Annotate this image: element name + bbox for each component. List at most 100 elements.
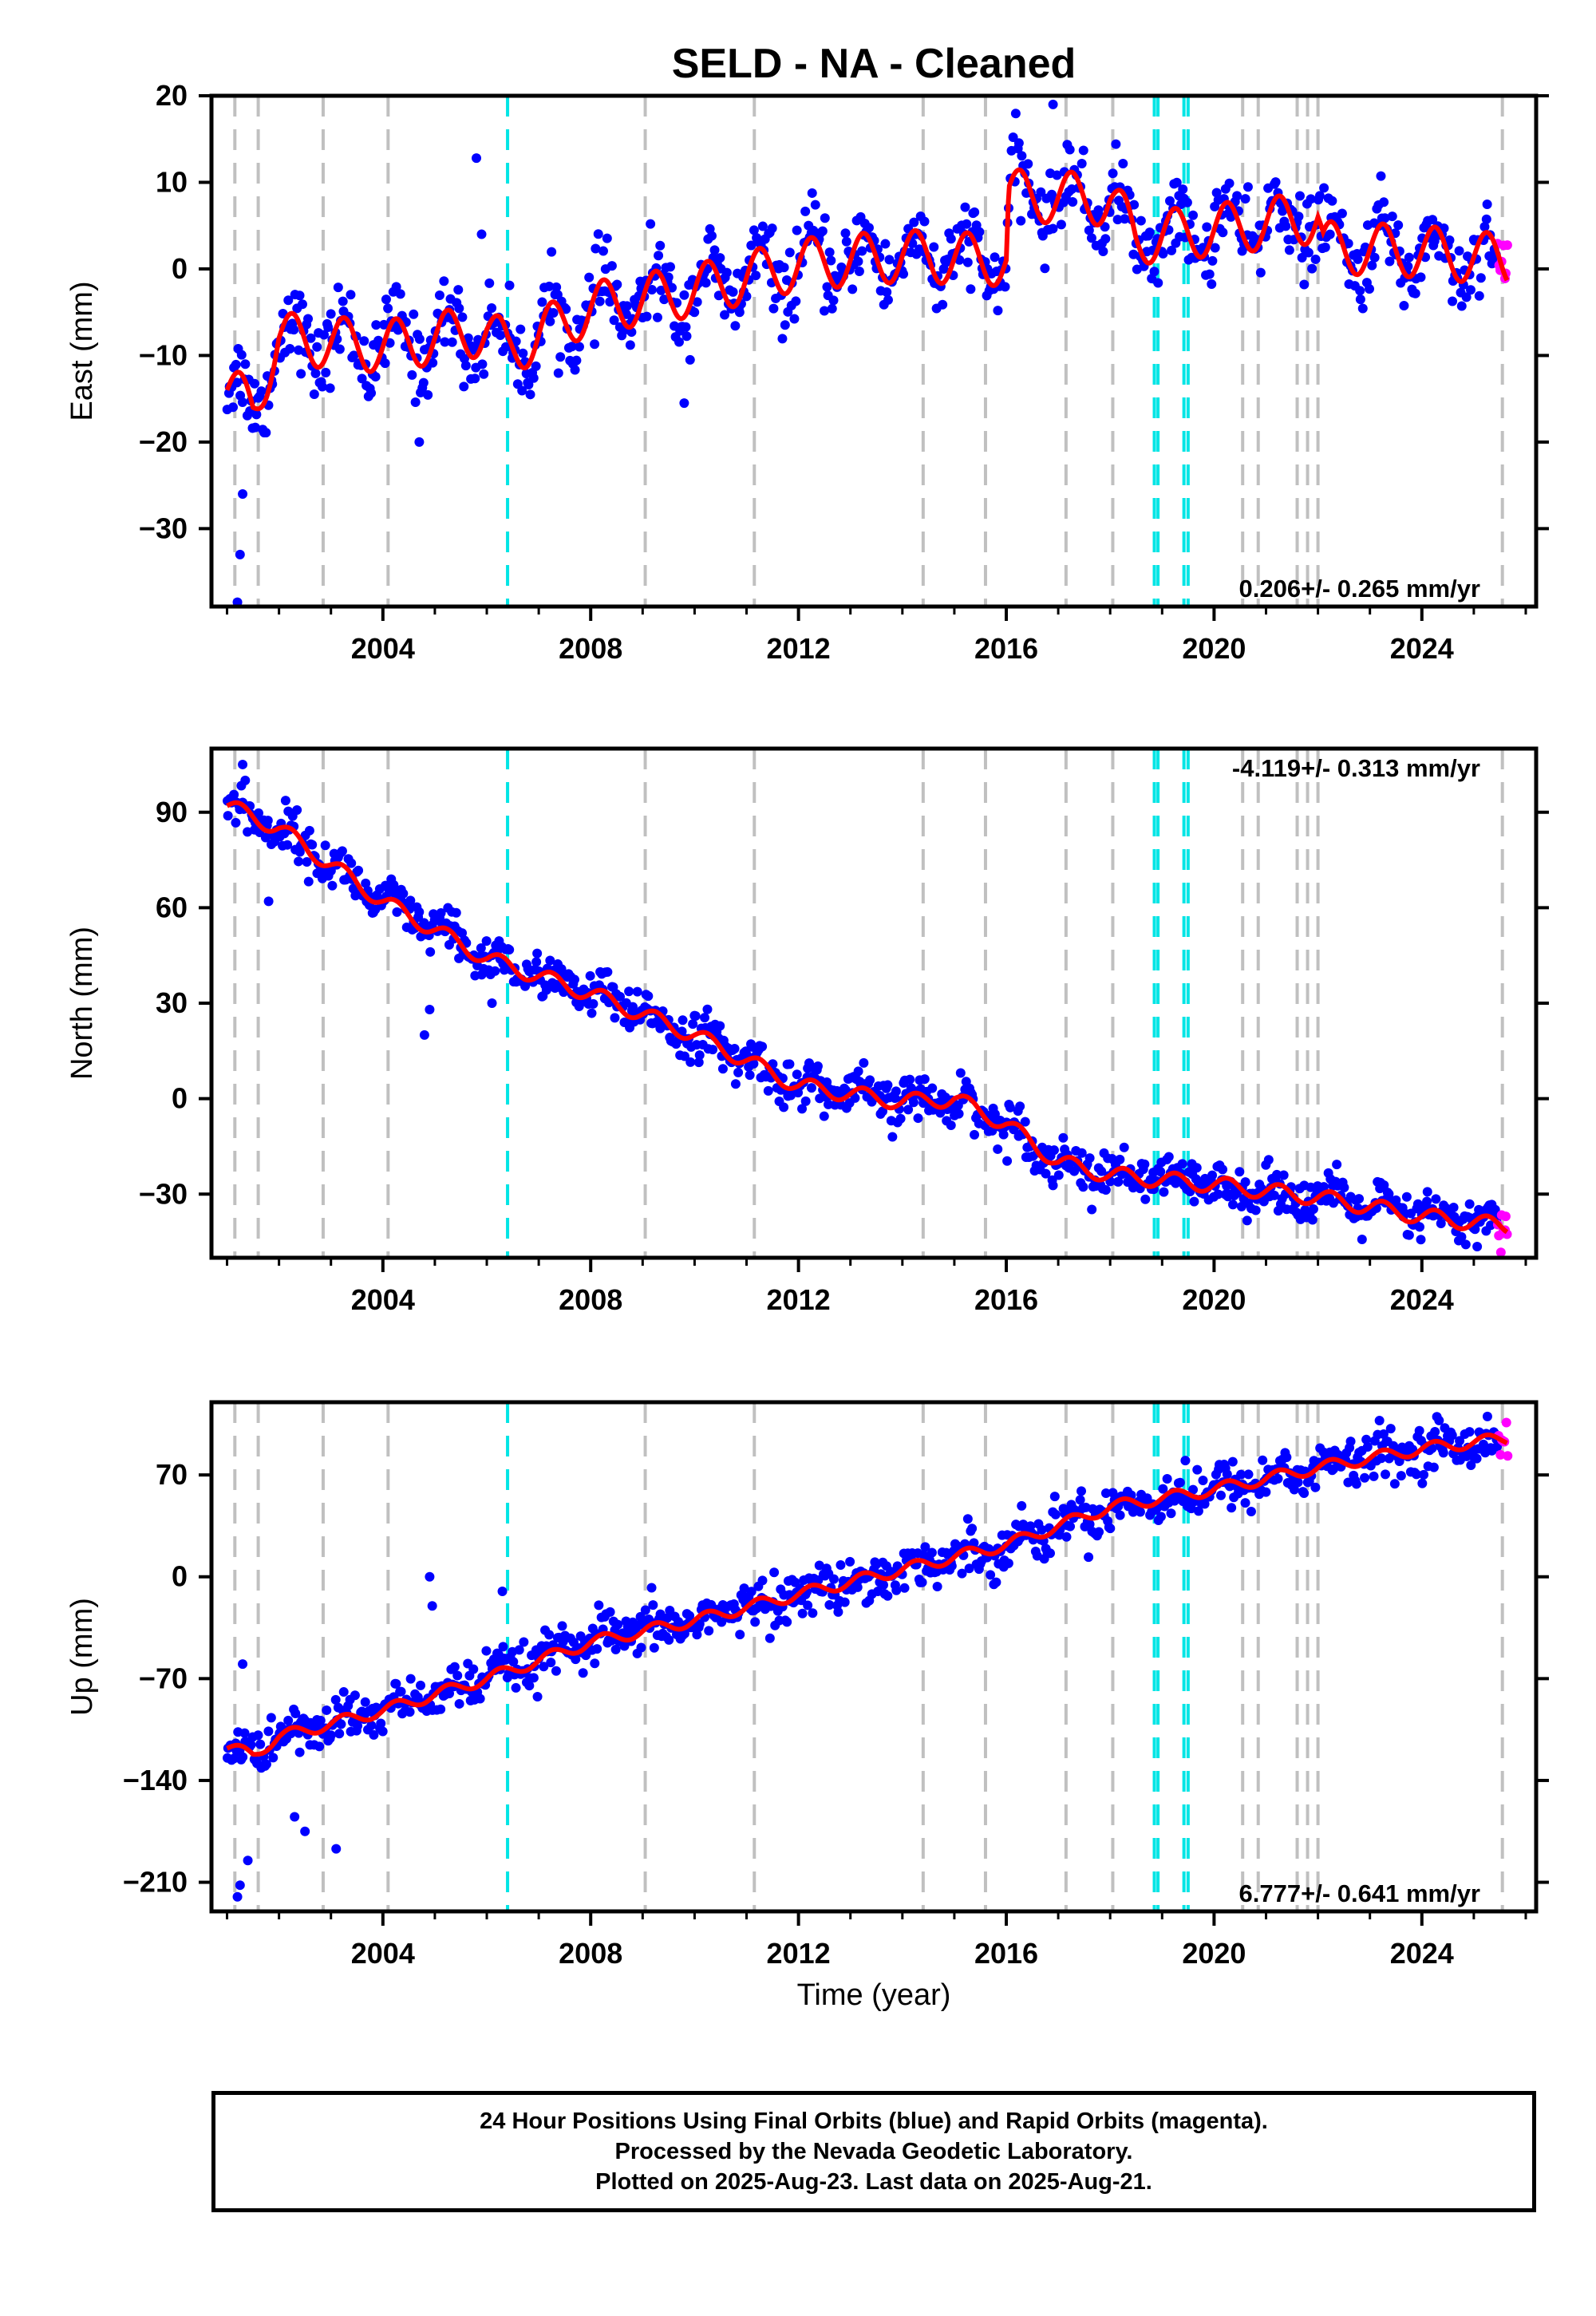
final-orbit-point — [1198, 1475, 1208, 1485]
final-orbit-point — [322, 1705, 332, 1715]
final-orbit-point — [1177, 1159, 1187, 1169]
final-orbit-point — [1040, 263, 1050, 274]
final-orbit-point — [240, 359, 251, 370]
final-orbit-point — [767, 223, 777, 234]
final-orbit-point — [895, 1113, 906, 1124]
plot-frame — [209, 1400, 1539, 1914]
final-orbit-point — [1444, 235, 1455, 246]
x-tick-label: 2020 — [1182, 632, 1246, 665]
final-orbit-point — [1384, 1188, 1394, 1199]
final-orbit-point — [1077, 1148, 1087, 1158]
final-orbit-point — [746, 240, 757, 251]
final-orbit-point — [594, 1600, 604, 1611]
final-orbit-point — [255, 1739, 266, 1749]
final-orbit-point — [1355, 294, 1365, 305]
x-axis-label: Time (year) — [797, 1978, 951, 2012]
model-fit-line — [224, 167, 1510, 412]
final-orbit-point — [460, 361, 471, 371]
final-orbit-point — [391, 282, 401, 292]
final-orbit-point — [1056, 219, 1066, 230]
final-orbit-point — [1379, 197, 1389, 207]
final-orbit-point — [1337, 208, 1347, 219]
x-tick-label: 2024 — [1390, 632, 1454, 665]
final-orbit-point — [350, 1690, 360, 1701]
final-orbit-point — [310, 368, 321, 378]
final-orbit-point — [1115, 1510, 1125, 1520]
final-orbit-point — [1456, 1231, 1467, 1242]
final-orbit-point — [1105, 1524, 1116, 1534]
final-orbit-point — [360, 1697, 370, 1707]
final-orbit-point — [1207, 279, 1217, 289]
final-orbit-point — [389, 879, 399, 890]
final-orbit-point — [932, 1581, 942, 1591]
final-orbit-point — [692, 297, 702, 307]
final-orbit-point — [642, 311, 652, 322]
final-orbit-point — [847, 284, 858, 294]
final-orbit-point — [654, 251, 664, 261]
final-orbit-point — [1159, 1187, 1169, 1197]
final-orbit-point — [1211, 188, 1222, 198]
final-orbit-point — [690, 1010, 701, 1021]
final-orbit-point — [990, 1109, 1000, 1120]
x-tick-label: 2012 — [767, 1937, 831, 1970]
final-orbit-point — [395, 289, 405, 299]
final-orbit-point — [1492, 1441, 1503, 1452]
final-orbit-point — [423, 389, 433, 400]
final-orbit-point — [1299, 1488, 1310, 1498]
final-orbit-point — [434, 290, 444, 301]
final-orbit-point — [1461, 1451, 1472, 1461]
final-orbit-point — [1403, 261, 1413, 271]
final-orbit-point — [1225, 1481, 1235, 1492]
final-orbit-point — [393, 325, 403, 335]
final-orbit-point — [640, 1605, 650, 1615]
final-orbit-point — [261, 428, 271, 438]
final-orbit-point — [828, 295, 839, 306]
final-orbit-point — [1222, 1469, 1232, 1480]
final-orbit-point — [1401, 1192, 1412, 1202]
event-lines — [233, 749, 1504, 1258]
final-orbit-point — [610, 1644, 621, 1654]
final-orbit-point — [396, 1686, 406, 1697]
final-orbit-point — [717, 1064, 728, 1074]
final-orbit-point — [1015, 1101, 1025, 1112]
final-orbit-point — [436, 907, 446, 918]
final-orbit-point — [416, 1680, 426, 1690]
final-orbit-point — [797, 1608, 808, 1618]
final-orbit-point — [812, 1061, 823, 1071]
final-orbit-point — [336, 1719, 346, 1729]
final-orbit-point — [1189, 1196, 1199, 1207]
final-orbit-point — [1158, 248, 1168, 259]
final-orbit-point — [1416, 1235, 1426, 1245]
final-orbit-point — [477, 359, 488, 370]
final-orbit-point — [379, 319, 389, 330]
final-orbit-point — [290, 1708, 301, 1718]
final-orbit-point — [769, 1567, 780, 1578]
final-orbit-point — [1016, 215, 1026, 226]
final-orbit-point — [665, 262, 675, 272]
final-orbit-point — [309, 389, 319, 400]
final-orbit-point — [1273, 1473, 1283, 1484]
final-orbit-point — [920, 1542, 930, 1552]
final-orbit-point — [967, 1524, 978, 1534]
final-orbit-point — [1299, 279, 1310, 290]
final-orbit-point — [383, 303, 393, 314]
final-orbit-point — [593, 229, 603, 239]
final-orbit-point — [520, 981, 531, 991]
final-orbit-point — [1048, 1180, 1058, 1191]
outlier-point — [427, 1601, 437, 1611]
y-tick-label: 0 — [172, 1560, 188, 1593]
final-orbit-point — [511, 1682, 521, 1693]
final-orbit-point — [1017, 1500, 1027, 1511]
final-orbit-point — [820, 213, 830, 223]
final-orbit-point — [1061, 1531, 1072, 1542]
final-orbit-point — [1058, 1132, 1069, 1143]
outlier-point — [487, 998, 497, 1008]
final-orbit-point — [414, 907, 425, 917]
final-orbit-point — [1094, 1527, 1104, 1537]
final-orbit-point — [263, 1726, 274, 1737]
outlier-point — [240, 775, 251, 785]
y-tick-label: 30 — [156, 986, 188, 1019]
final-orbit-point — [784, 247, 795, 258]
final-orbit-point — [1120, 214, 1130, 224]
final-orbit-point — [1325, 229, 1335, 239]
